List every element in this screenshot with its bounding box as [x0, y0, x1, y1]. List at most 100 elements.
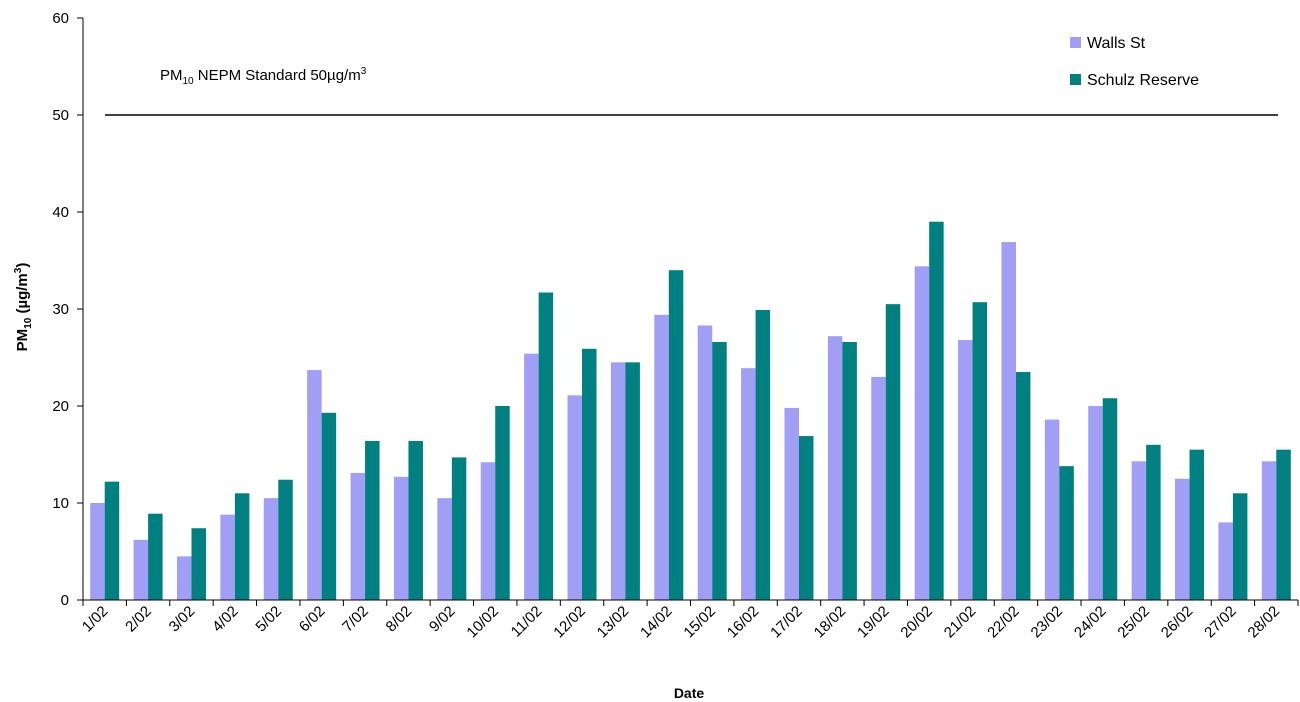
bar-schulz-reserve-24-02 [1102, 398, 1118, 600]
x-tick-label: 20/02 [897, 603, 936, 642]
bar-walls-st-19-02 [871, 376, 886, 600]
legend-label-schulz-reserve: Schulz Reserve [1087, 72, 1199, 89]
bar-schulz-reserve-15-02 [712, 341, 727, 600]
y-tick-label: 30 [52, 301, 69, 318]
bar-walls-st-4-02 [220, 514, 235, 600]
bar-walls-st-5-02 [263, 498, 279, 600]
y-tick-label: 40 [52, 204, 69, 221]
bar-schulz-reserve-13-02 [625, 362, 640, 600]
bar-schulz-reserve-28-02 [1276, 449, 1291, 600]
bar-schulz-reserve-16-02 [755, 309, 771, 600]
bar-walls-st-2-02 [133, 539, 149, 600]
x-tick-label: 19/02 [854, 603, 893, 642]
x-tick-label: 4/02 [209, 603, 242, 636]
y-tick-label: 0 [61, 592, 69, 609]
bar-walls-st-13-02 [610, 362, 626, 600]
bar-schulz-reserve-6-02 [321, 412, 337, 600]
bar-walls-st-23-02 [1044, 419, 1060, 600]
bar-schulz-reserve-23-02 [1059, 466, 1074, 600]
bar-layer [90, 221, 1291, 600]
x-tick-label: 25/02 [1114, 603, 1153, 642]
y-tick-label: 20 [52, 398, 69, 415]
x-tick-label: 21/02 [941, 603, 980, 642]
y-tick-label: 10 [52, 495, 69, 512]
bar-walls-st-1-02 [90, 503, 105, 600]
bar-walls-st-18-02 [827, 336, 843, 600]
bar-schulz-reserve-3-02 [191, 528, 206, 600]
bar-schulz-reserve-11-02 [538, 292, 554, 600]
x-tick-label: 10/02 [463, 603, 502, 642]
x-tick-label: 22/02 [984, 603, 1023, 642]
nepm-standard-line-group: PM10 NEPM Standard 50µg/m3 [105, 66, 1278, 116]
bar-schulz-reserve-18-02 [842, 341, 857, 600]
bar-schulz-reserve-4-02 [234, 493, 250, 600]
bar-walls-st-24-02 [1088, 406, 1103, 600]
legend-swatch-walls-st [1070, 37, 1081, 48]
x-tick-label: 6/02 [296, 603, 329, 636]
legend: Walls St Schulz Reserve [1070, 35, 1199, 89]
bar-schulz-reserve-22-02 [1015, 372, 1031, 600]
y-tick-labels: 0 10 20 30 40 50 60 [52, 10, 69, 609]
x-tick-label: 14/02 [637, 603, 676, 642]
bar-schulz-reserve-20-02 [929, 221, 944, 600]
bar-walls-st-26-02 [1175, 478, 1190, 600]
bar-schulz-reserve-25-02 [1146, 444, 1161, 600]
bar-schulz-reserve-5-02 [278, 479, 293, 600]
legend-label-walls-st: Walls St [1087, 35, 1146, 52]
bar-walls-st-15-02 [697, 325, 713, 600]
legend-swatch-schulz-reserve [1070, 74, 1081, 85]
bar-walls-st-6-02 [307, 370, 322, 600]
bar-schulz-reserve-2-02 [148, 513, 163, 600]
x-tick-label: 2/02 [122, 603, 155, 636]
y-tick-label: 60 [52, 10, 69, 27]
bar-walls-st-3-02 [176, 556, 192, 600]
x-tick-label: 11/02 [508, 603, 546, 641]
x-axis-title: Date [674, 685, 705, 701]
x-tick-label: 15/02 [680, 603, 719, 642]
bar-walls-st-9-02 [437, 498, 452, 600]
bar-walls-st-11-02 [524, 353, 539, 600]
bar-walls-st-16-02 [741, 368, 756, 600]
x-tick-label: 3/02 [166, 603, 199, 636]
bar-schulz-reserve-10-02 [495, 406, 510, 600]
x-tick-label: 7/02 [339, 603, 372, 636]
bar-schulz-reserve-1-02 [104, 481, 120, 600]
x-tick-labels: 1/02 2/02 3/02 4/02 5/02 6/02 7/02 8/02 9/02 10/0… [79, 603, 1283, 642]
bar-walls-st-27-02 [1218, 522, 1233, 600]
bar-schulz-reserve-14-02 [668, 270, 684, 600]
x-tick-label: 16/02 [724, 603, 763, 642]
nepm-standard-label: PM10 NEPM Standard 50µg/m3 [160, 66, 367, 87]
x-tick-label: 5/02 [252, 603, 285, 636]
x-tick-label: 12/02 [550, 603, 589, 642]
bar-schulz-reserve-26-02 [1189, 449, 1205, 600]
x-tick-label: 27/02 [1201, 603, 1240, 642]
bar-walls-st-8-02 [393, 476, 409, 600]
axes-layer [77, 17, 1299, 606]
bar-schulz-reserve-9-02 [451, 457, 467, 600]
bar-schulz-reserve-19-02 [885, 304, 901, 600]
x-tick-label: 9/02 [426, 603, 459, 636]
x-tick-label: 24/02 [1071, 603, 1110, 642]
bar-walls-st-14-02 [654, 314, 669, 600]
y-axis-title: PM10 (µg/m3) [13, 263, 34, 352]
bar-walls-st-10-02 [480, 462, 496, 600]
x-tick-label: 26/02 [1158, 603, 1197, 642]
x-tick-label: 18/02 [811, 603, 850, 642]
x-tick-label: 17/02 [767, 603, 806, 642]
bar-walls-st-22-02 [1001, 242, 1016, 600]
x-tick-label: 8/02 [383, 603, 416, 636]
x-tick-label: 28/02 [1245, 603, 1284, 642]
bar-walls-st-25-02 [1131, 461, 1147, 600]
bar-schulz-reserve-8-02 [408, 440, 423, 600]
bar-schulz-reserve-7-02 [365, 440, 380, 600]
bar-walls-st-28-02 [1261, 461, 1277, 600]
x-tick-label: 23/02 [1028, 603, 1067, 642]
x-tick-label: 13/02 [594, 603, 633, 642]
bar-walls-st-20-02 [914, 266, 930, 600]
bar-schulz-reserve-27-02 [1232, 493, 1248, 600]
bar-walls-st-12-02 [567, 395, 583, 600]
y-tick-label: 50 [52, 107, 69, 124]
bar-walls-st-21-02 [958, 340, 973, 600]
bar-schulz-reserve-17-02 [798, 436, 814, 600]
